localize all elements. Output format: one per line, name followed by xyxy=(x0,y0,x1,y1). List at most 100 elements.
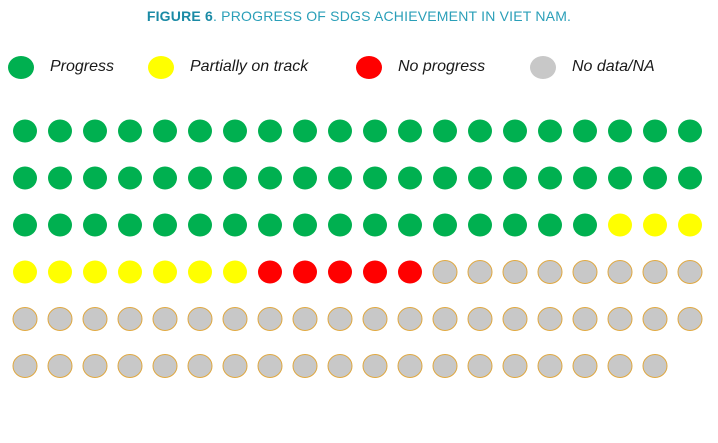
dot-progress xyxy=(258,119,282,143)
dot-partial xyxy=(678,213,702,237)
dot-no-data xyxy=(152,307,178,331)
dot-no-data xyxy=(502,307,528,331)
dot-progress xyxy=(258,166,282,190)
dot-no-data xyxy=(642,354,668,378)
dot-progress xyxy=(643,166,667,190)
dot-progress xyxy=(258,213,282,237)
dot-progress xyxy=(398,166,422,190)
figure-title-text: . PROGRESS OF SDGS ACHIEVEMENT IN VIET N… xyxy=(213,8,572,24)
dot-partial xyxy=(118,260,142,284)
dot-no-data xyxy=(397,307,423,331)
dot-no-data xyxy=(187,354,213,378)
dot-progress xyxy=(503,213,527,237)
dot-no-data xyxy=(117,354,143,378)
dot-progress xyxy=(13,213,37,237)
dot-progress xyxy=(13,166,37,190)
dot-partial xyxy=(188,260,212,284)
dot-progress xyxy=(293,213,317,237)
dot-progress xyxy=(538,166,562,190)
dot-progress xyxy=(468,213,492,237)
legend-swatch-no-progress xyxy=(356,55,382,79)
dot-no-data xyxy=(607,307,633,331)
dot-progress xyxy=(328,119,352,143)
legend-label-no-data: No data/NA xyxy=(572,58,655,75)
dot-progress xyxy=(118,166,142,190)
dot-partial xyxy=(83,260,107,284)
dot-progress xyxy=(468,119,492,143)
dot-progress xyxy=(223,166,247,190)
dot-progress xyxy=(538,119,562,143)
dot-no-data xyxy=(12,354,38,378)
dot-progress xyxy=(13,119,37,143)
dot-progress xyxy=(223,213,247,237)
dot-progress xyxy=(83,213,107,237)
dot-progress xyxy=(118,119,142,143)
dot-no-data xyxy=(467,354,493,378)
dot-no-data xyxy=(222,354,248,378)
dot-progress xyxy=(433,166,457,190)
dot-progress xyxy=(503,119,527,143)
dot-no-data xyxy=(117,307,143,331)
legend-item-no-data: No data/NA xyxy=(530,52,655,82)
dot-no-progress xyxy=(258,260,282,284)
dot-progress xyxy=(363,166,387,190)
dot-no-data xyxy=(82,354,108,378)
legend-swatch-no-data xyxy=(530,55,556,79)
dot-progress xyxy=(188,166,212,190)
dot-no-data xyxy=(327,307,353,331)
dot-no-data xyxy=(537,354,563,378)
dot-no-data xyxy=(362,307,388,331)
legend: Progress Partially on track No progress … xyxy=(0,52,718,82)
dot-no-data xyxy=(327,354,353,378)
dot-progress xyxy=(433,213,457,237)
dot-progress xyxy=(153,166,177,190)
dot-partial xyxy=(13,260,37,284)
dot-no-progress xyxy=(293,260,317,284)
dot-no-data xyxy=(222,307,248,331)
dot-progress xyxy=(328,166,352,190)
legend-label-no-progress: No progress xyxy=(398,58,486,75)
dot-no-data xyxy=(607,260,633,284)
dot-progress xyxy=(153,119,177,143)
dot-no-data xyxy=(12,307,38,331)
dot-progress xyxy=(118,213,142,237)
dot-partial xyxy=(608,213,632,237)
dot-progress xyxy=(433,119,457,143)
dot-no-data xyxy=(502,354,528,378)
legend-swatch-partial xyxy=(148,55,174,79)
dot-no-data xyxy=(82,307,108,331)
dot-no-data xyxy=(642,307,668,331)
dot-no-data xyxy=(432,354,458,378)
legend-item-progress: Progress xyxy=(8,52,114,82)
dot-progress xyxy=(48,119,72,143)
dot-no-data xyxy=(467,260,493,284)
dot-progress xyxy=(328,213,352,237)
dot-no-data xyxy=(292,354,318,378)
dot-no-data xyxy=(537,260,563,284)
figure-label: FIGURE 6 xyxy=(146,8,213,24)
legend-label-progress: Progress xyxy=(50,58,115,75)
dot-no-data xyxy=(467,307,493,331)
dot-no-data xyxy=(677,260,703,284)
dot-progress xyxy=(48,213,72,237)
dot-no-data xyxy=(432,307,458,331)
dot-progress xyxy=(293,119,317,143)
dot-progress xyxy=(153,213,177,237)
dot-partial xyxy=(643,213,667,237)
dot-no-data xyxy=(257,307,283,331)
dot-progress xyxy=(538,213,562,237)
dot-no-progress xyxy=(328,260,352,284)
legend-item-partial: Partially on track xyxy=(148,52,308,82)
dot-progress xyxy=(503,166,527,190)
dot-progress xyxy=(398,119,422,143)
dot-no-data xyxy=(187,307,213,331)
dot-no-data xyxy=(572,307,598,331)
dot-progress xyxy=(678,166,702,190)
dot-progress xyxy=(608,166,632,190)
dot-no-data xyxy=(572,354,598,378)
legend-item-no-progress: No progress xyxy=(356,52,485,82)
dot-progress xyxy=(643,119,667,143)
legend-swatch-progress xyxy=(8,55,34,79)
dot-progress xyxy=(573,213,597,237)
